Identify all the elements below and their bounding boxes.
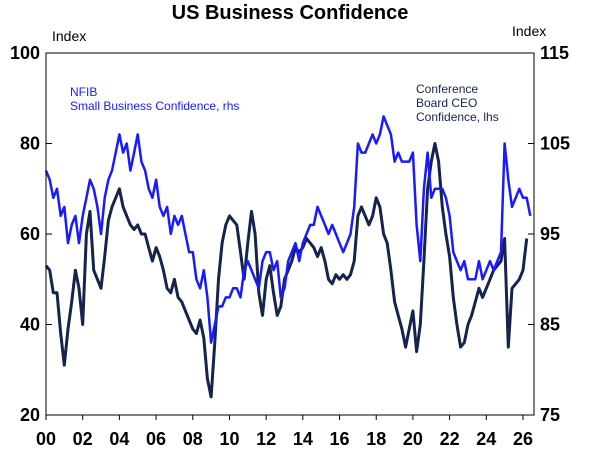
x-tick-label: 22 — [440, 429, 460, 449]
right-tick-label: 85 — [540, 315, 560, 335]
x-tick-label: 06 — [146, 429, 166, 449]
x-tick-label: 18 — [366, 429, 386, 449]
right-axis: 75 85 95 105 115 — [528, 43, 570, 425]
x-tick-label: 20 — [403, 429, 423, 449]
right-tick-label: 105 — [540, 134, 570, 154]
nfib-series-line — [44, 115, 532, 344]
ceo-label-line-3: Confidence, lhs — [416, 110, 499, 124]
x-tick-label: 16 — [330, 429, 350, 449]
x-tick-label: 10 — [219, 429, 239, 449]
left-tick-label: 40 — [20, 315, 40, 335]
left-axis: 20 40 60 80 100 — [10, 43, 52, 425]
x-tick-label: 02 — [73, 429, 93, 449]
left-tick-label: 20 — [20, 405, 40, 425]
right-tick-label: 115 — [540, 43, 569, 63]
ceo-label-line-2: Board CEO — [416, 96, 477, 110]
nfib-label-line-2: Small Business Confidence, rhs — [70, 99, 239, 113]
nfib-series-label: NFIB Small Business Confidence, rhs — [70, 85, 239, 113]
chart-title: US Business Confidence — [172, 2, 409, 24]
left-tick-label: 80 — [20, 134, 40, 154]
ceo-label-line-1: Conference — [416, 82, 478, 96]
x-tick-label: 04 — [109, 429, 129, 449]
left-axis-unit: Index — [52, 28, 86, 44]
left-tick-label: 100 — [10, 43, 40, 63]
series-layer — [44, 115, 532, 399]
x-tick-label: 24 — [476, 429, 496, 449]
right-tick-label: 75 — [540, 405, 560, 425]
x-tick-label: 26 — [513, 429, 533, 449]
right-axis-unit: Index — [512, 23, 546, 39]
x-tick-label: 08 — [183, 429, 203, 449]
nfib-label-line-1: NFIB — [70, 85, 97, 99]
x-tick-label: 14 — [293, 429, 313, 449]
right-tick-label: 95 — [540, 224, 560, 244]
ceo-series-label: Conference Board CEO Confidence, lhs — [416, 82, 499, 124]
x-axis: 00 02 04 06 08 10 12 14 16 18 20 22 24 26 — [36, 415, 533, 449]
x-tick-label: 12 — [256, 429, 276, 449]
left-tick-label: 60 — [20, 224, 40, 244]
x-tick-label: 00 — [36, 429, 56, 449]
